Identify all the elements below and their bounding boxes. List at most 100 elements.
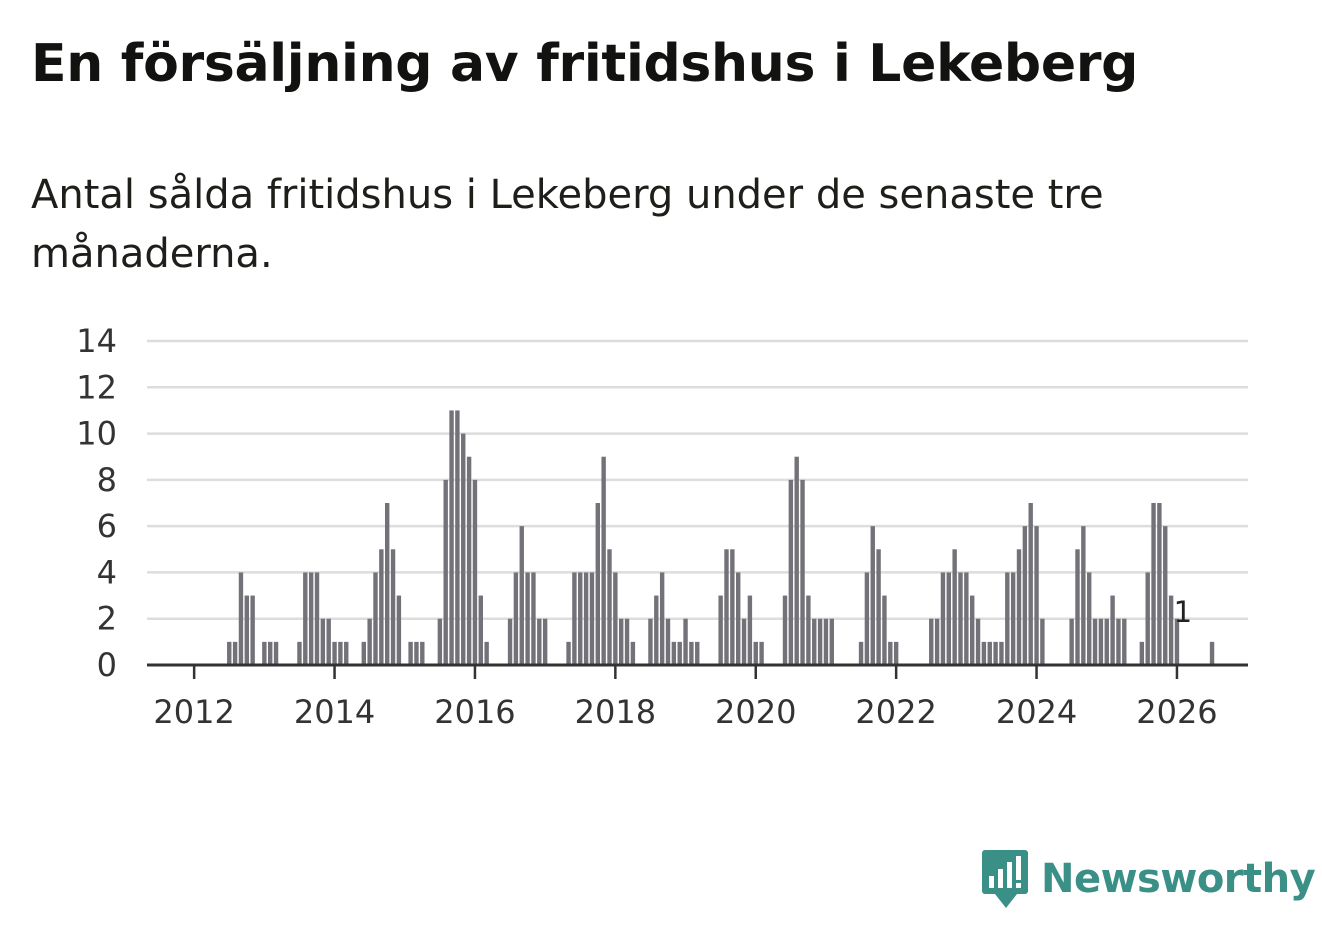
bar <box>478 595 483 665</box>
bar <box>929 618 934 665</box>
newsworthy-logo-text: Newsworthy <box>1041 856 1316 902</box>
bar <box>589 572 595 665</box>
bar <box>1110 595 1115 665</box>
bar <box>542 618 548 665</box>
bar <box>326 618 331 665</box>
y-axis-labels: 0 2 4 6 8 10 12 14 <box>76 322 117 684</box>
bar <box>893 641 899 665</box>
bar <box>613 572 618 665</box>
x-tick-label-2026: 2026 <box>1136 693 1217 731</box>
bar <box>1098 618 1104 665</box>
bar <box>507 618 513 665</box>
bar <box>308 572 314 665</box>
chart-subtitle: Antal sålda fritidshus i Lekeberg under … <box>31 172 1104 277</box>
bar <box>659 572 665 665</box>
bar <box>823 618 829 665</box>
bar <box>888 641 893 665</box>
bar <box>297 641 302 665</box>
bar <box>753 641 758 665</box>
bar <box>806 595 811 665</box>
bar <box>268 641 273 665</box>
bar <box>981 641 987 665</box>
bar <box>232 641 238 665</box>
bar <box>741 618 747 665</box>
newsworthy-logo: Newsworthy <box>981 848 1316 910</box>
bar <box>1034 526 1039 665</box>
bar <box>344 641 349 665</box>
bar <box>724 549 729 665</box>
bar <box>624 618 630 665</box>
bar <box>601 456 606 665</box>
bar <box>1151 503 1156 665</box>
bar <box>1145 572 1150 665</box>
bar <box>1005 572 1010 665</box>
bar <box>999 641 1004 665</box>
bar <box>964 572 969 665</box>
bar <box>513 572 519 665</box>
bar <box>864 572 870 665</box>
bar <box>583 572 589 665</box>
bar <box>1081 526 1086 665</box>
bar <box>472 479 478 665</box>
bar <box>958 572 963 665</box>
bar <box>654 595 659 665</box>
bar <box>373 572 378 665</box>
bar <box>782 595 788 665</box>
x-tick-label-2024: 2024 <box>996 693 1077 731</box>
bar <box>1116 618 1121 665</box>
bar <box>630 641 636 665</box>
bar <box>1163 526 1168 665</box>
bar <box>946 572 951 665</box>
bar <box>320 618 326 665</box>
bar <box>250 595 255 665</box>
bar <box>420 641 425 665</box>
bar <box>537 618 542 665</box>
bar <box>671 641 677 665</box>
y-tick-label-8: 8 <box>97 461 117 499</box>
bar <box>396 595 402 665</box>
bar <box>525 572 530 665</box>
bar <box>273 641 279 665</box>
bar <box>443 479 448 665</box>
bar <box>940 572 946 665</box>
y-tick-label-14: 14 <box>76 322 117 360</box>
bar <box>730 549 735 665</box>
bar <box>1010 572 1016 665</box>
bar <box>303 572 308 665</box>
bar <box>484 641 489 665</box>
bar <box>227 641 232 665</box>
x-tick-label-2018: 2018 <box>575 693 656 731</box>
bar <box>718 595 723 665</box>
bar <box>1022 526 1028 665</box>
bar <box>572 572 577 665</box>
bar <box>1069 618 1074 665</box>
bar <box>759 641 764 665</box>
bar <box>993 641 998 665</box>
bars <box>227 410 1215 665</box>
y-tick-label-0: 0 <box>97 646 117 684</box>
bar <box>1028 503 1033 665</box>
bar <box>788 479 794 665</box>
bar <box>367 618 372 665</box>
bar <box>1157 503 1162 665</box>
bar <box>1174 618 1180 665</box>
bar <box>619 618 624 665</box>
bar <box>817 618 823 665</box>
bar <box>975 618 981 665</box>
bar <box>566 641 571 665</box>
bar <box>1092 618 1098 665</box>
bar <box>449 410 454 665</box>
annotations: 1 <box>1174 595 1192 629</box>
bar <box>1104 618 1109 665</box>
bar <box>970 595 975 665</box>
y-tick-label-10: 10 <box>76 415 117 453</box>
bar <box>332 641 337 665</box>
bar <box>531 572 536 665</box>
bar <box>858 641 864 665</box>
bar <box>578 572 583 665</box>
bar <box>1122 618 1127 665</box>
bar <box>800 479 805 665</box>
highlight-value-label: 1 <box>1174 595 1192 629</box>
chart-title: En försäljning av fritidshus i Lekeberg <box>31 34 1139 94</box>
bar <box>238 572 244 665</box>
